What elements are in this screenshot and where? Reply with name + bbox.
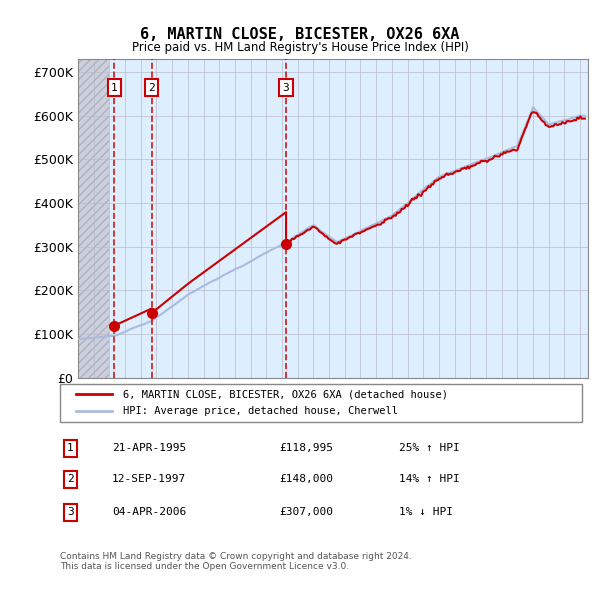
Text: 3: 3 <box>67 507 74 517</box>
Text: Price paid vs. HM Land Registry's House Price Index (HPI): Price paid vs. HM Land Registry's House … <box>131 41 469 54</box>
FancyBboxPatch shape <box>60 384 582 422</box>
Text: HPI: Average price, detached house, Cherwell: HPI: Average price, detached house, Cher… <box>122 406 398 416</box>
Text: 1: 1 <box>67 444 74 453</box>
Text: £148,000: £148,000 <box>279 474 333 484</box>
Text: 6, MARTIN CLOSE, BICESTER, OX26 6XA: 6, MARTIN CLOSE, BICESTER, OX26 6XA <box>140 27 460 41</box>
Text: 04-APR-2006: 04-APR-2006 <box>112 507 187 517</box>
Bar <box>78 59 109 378</box>
Text: £307,000: £307,000 <box>279 507 333 517</box>
Text: 25% ↑ HPI: 25% ↑ HPI <box>400 444 460 453</box>
Text: Contains HM Land Registry data © Crown copyright and database right 2024.
This d: Contains HM Land Registry data © Crown c… <box>60 552 412 571</box>
Text: 1: 1 <box>111 83 118 93</box>
Text: 2: 2 <box>67 474 74 484</box>
Text: 6, MARTIN CLOSE, BICESTER, OX26 6XA (detached house): 6, MARTIN CLOSE, BICESTER, OX26 6XA (det… <box>122 389 448 399</box>
Text: 1% ↓ HPI: 1% ↓ HPI <box>400 507 454 517</box>
Text: 14% ↑ HPI: 14% ↑ HPI <box>400 474 460 484</box>
Text: 2: 2 <box>148 83 155 93</box>
Text: 21-APR-1995: 21-APR-1995 <box>112 444 187 453</box>
Text: £118,995: £118,995 <box>279 444 333 453</box>
Text: 3: 3 <box>283 83 289 93</box>
Text: 12-SEP-1997: 12-SEP-1997 <box>112 474 187 484</box>
